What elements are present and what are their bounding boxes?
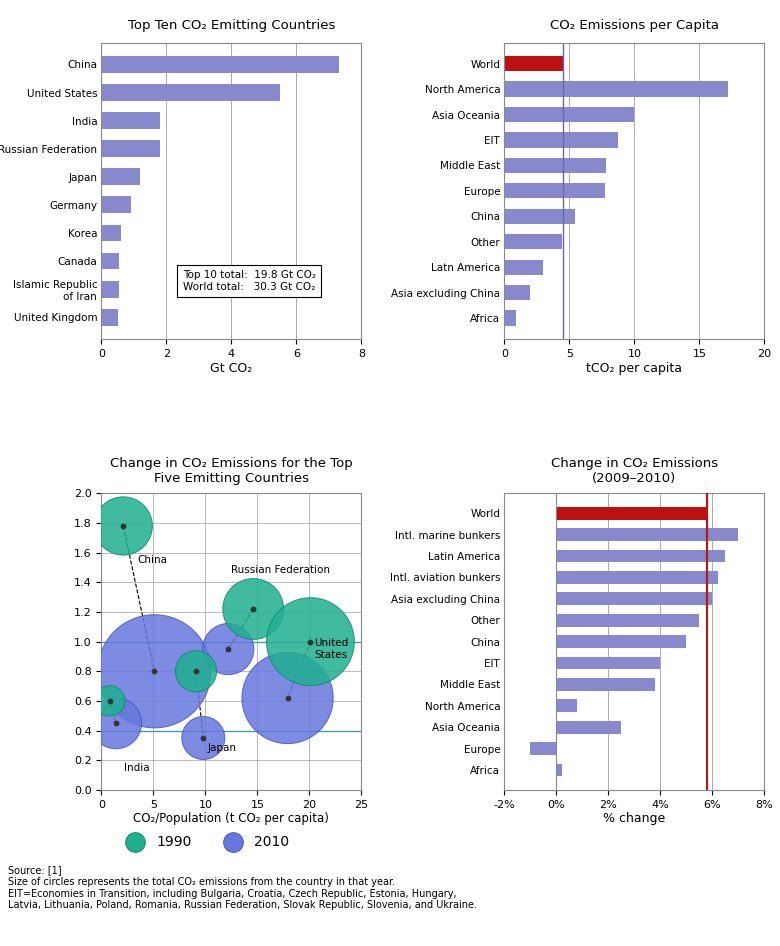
X-axis label: CO₂/Population (t CO₂ per capita): CO₂/Population (t CO₂ per capita) xyxy=(133,813,329,826)
Bar xyxy=(556,550,725,563)
Bar xyxy=(556,763,562,777)
Bar xyxy=(505,107,634,122)
Point xyxy=(110,715,122,730)
Point xyxy=(148,664,161,679)
Bar xyxy=(556,635,686,648)
Text: China: China xyxy=(138,555,168,565)
Bar xyxy=(556,571,718,584)
Bar xyxy=(556,614,700,626)
Bar xyxy=(556,507,707,519)
Point xyxy=(304,634,317,649)
Title: Top Ten CO₂ Emitting Countries: Top Ten CO₂ Emitting Countries xyxy=(128,19,335,31)
Point xyxy=(222,641,235,657)
Title: CO₂ Emissions per Capita: CO₂ Emissions per Capita xyxy=(550,19,719,31)
Bar xyxy=(101,113,160,129)
Bar xyxy=(505,234,562,250)
Text: Russian Federation: Russian Federation xyxy=(232,566,331,575)
X-axis label: % change: % change xyxy=(603,813,665,826)
Point xyxy=(190,664,202,679)
Bar xyxy=(505,132,618,148)
Bar xyxy=(505,56,563,71)
Bar xyxy=(101,197,131,213)
Bar xyxy=(505,184,604,199)
Bar xyxy=(556,528,739,541)
Point xyxy=(197,730,210,745)
Bar xyxy=(556,678,655,691)
Point xyxy=(247,602,260,617)
Bar xyxy=(556,592,712,605)
Point xyxy=(222,641,235,657)
Point xyxy=(117,518,129,534)
Bar xyxy=(505,209,575,224)
Text: Top 10 total:  19.8 Gt CO₂
World total:   30.3 Gt CO₂: Top 10 total: 19.8 Gt CO₂ World total: 3… xyxy=(183,270,316,291)
Bar xyxy=(505,310,516,325)
Bar xyxy=(101,253,119,270)
Title: Change in CO₂ Emissions for the Top
Five Emitting Countries: Change in CO₂ Emissions for the Top Five… xyxy=(110,457,353,485)
Point xyxy=(117,518,129,534)
Bar xyxy=(101,140,160,157)
Text: United
States: United States xyxy=(314,639,349,660)
Point xyxy=(104,693,116,709)
Bar xyxy=(101,84,280,101)
Bar xyxy=(101,281,119,298)
Point xyxy=(304,634,317,649)
Text: India: India xyxy=(124,762,150,773)
Bar xyxy=(556,699,577,712)
Bar xyxy=(556,721,622,734)
Title: Change in CO₂ Emissions
(2009–2010): Change in CO₂ Emissions (2009–2010) xyxy=(551,457,718,485)
Bar xyxy=(101,224,121,241)
Bar xyxy=(505,285,530,300)
Bar xyxy=(505,158,606,173)
Point xyxy=(247,602,260,617)
Bar xyxy=(101,308,119,325)
Bar xyxy=(505,259,544,274)
Bar xyxy=(101,56,339,73)
Point xyxy=(148,664,161,679)
Point xyxy=(197,730,210,745)
Text: Source: [1]
Size of circles represents the total CO₂ emissions from the country : Source: [1] Size of circles represents t… xyxy=(8,866,477,910)
Bar xyxy=(505,81,728,96)
Point xyxy=(282,691,294,706)
Text: Japan: Japan xyxy=(207,744,236,753)
Bar xyxy=(530,743,556,755)
Legend: 1990, 2010: 1990, 2010 xyxy=(116,829,295,854)
Point xyxy=(110,715,122,730)
Point xyxy=(104,693,116,709)
Bar xyxy=(556,657,661,670)
Point xyxy=(282,691,294,706)
X-axis label: Gt CO₂: Gt CO₂ xyxy=(211,361,253,375)
X-axis label: tCO₂ per capita: tCO₂ per capita xyxy=(587,361,682,375)
Bar xyxy=(101,168,140,185)
Point xyxy=(190,664,202,679)
